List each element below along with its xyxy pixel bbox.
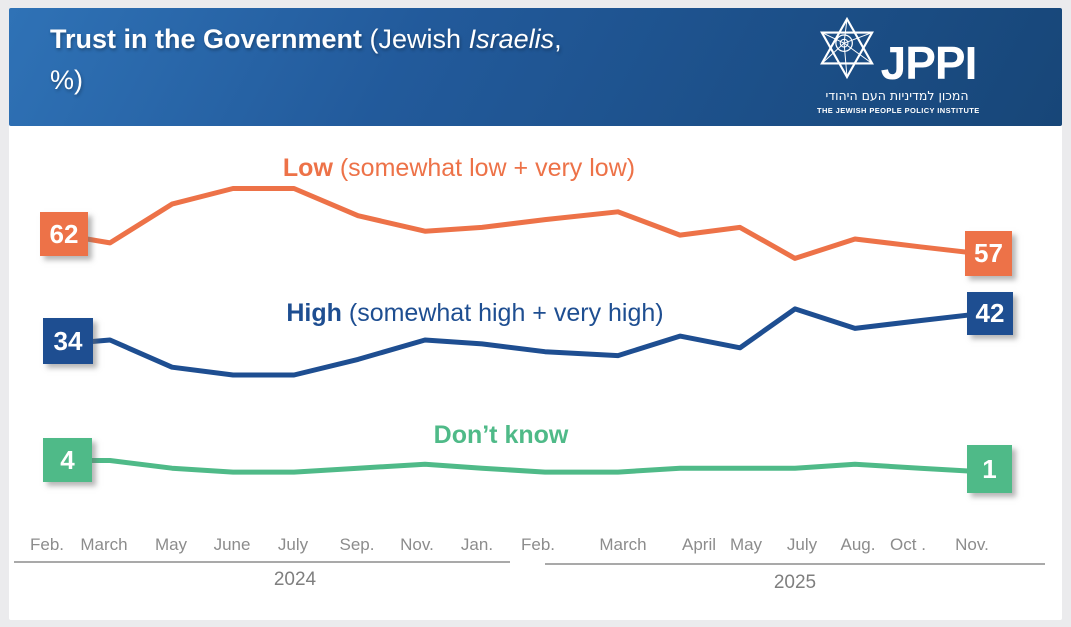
low-last-value-box: 57 [965, 231, 1012, 276]
logo-hebrew-name: המכון למדיניות העם היהודי [825, 88, 969, 103]
legend-low: Low (somewhat low + very low) [283, 154, 635, 183]
legend-high-rest: (somewhat high + very high) [348, 299, 664, 327]
legend-dont-know: Don’t know [434, 421, 569, 450]
legend-high-bold: High [286, 299, 342, 327]
jppi-logo: JPPI המכון למדיניות העם היהודי THE JEWIS… [817, 16, 980, 115]
high-last-value-box: 42 [967, 292, 1013, 335]
star-of-david-icon [818, 16, 876, 84]
logo-row: JPPI [817, 16, 978, 89]
title-bold-text: Trust in the Government [50, 24, 363, 54]
slide: Trust in the Government (Jewish Israelis… [9, 8, 1062, 620]
title-italic-text: Israelis [468, 24, 555, 54]
logo-english-name: THE JEWISH PEOPLE POLICY INSTITUTE [817, 106, 980, 115]
dont-know-line [61, 458, 991, 475]
title-comma: , [554, 24, 562, 54]
dont-know-last-value-box: 1 [967, 445, 1012, 493]
dont-know-first-value-box: 4 [43, 438, 92, 482]
legend-low-bold: Low [282, 154, 333, 182]
title-regular-text: (Jewish [362, 24, 469, 54]
legend-dont-know-bold: Don’t know [433, 421, 569, 449]
legend-low-rest: (somewhat low + very low) [339, 154, 636, 182]
page-title: Trust in the Government (Jewish Israelis… [50, 19, 810, 101]
trend-chart [61, 186, 991, 475]
low-first-value-box: 62 [40, 212, 88, 256]
high-first-value-box: 34 [43, 318, 93, 364]
header-banner: Trust in the Government (Jewish Israelis… [9, 8, 1062, 126]
legend-high: High (somewhat high + very high) [286, 299, 663, 328]
logo-acronym: JPPI [880, 36, 978, 89]
title-line2: %) [50, 65, 83, 95]
low-line [61, 186, 991, 261]
high-line [61, 306, 991, 378]
